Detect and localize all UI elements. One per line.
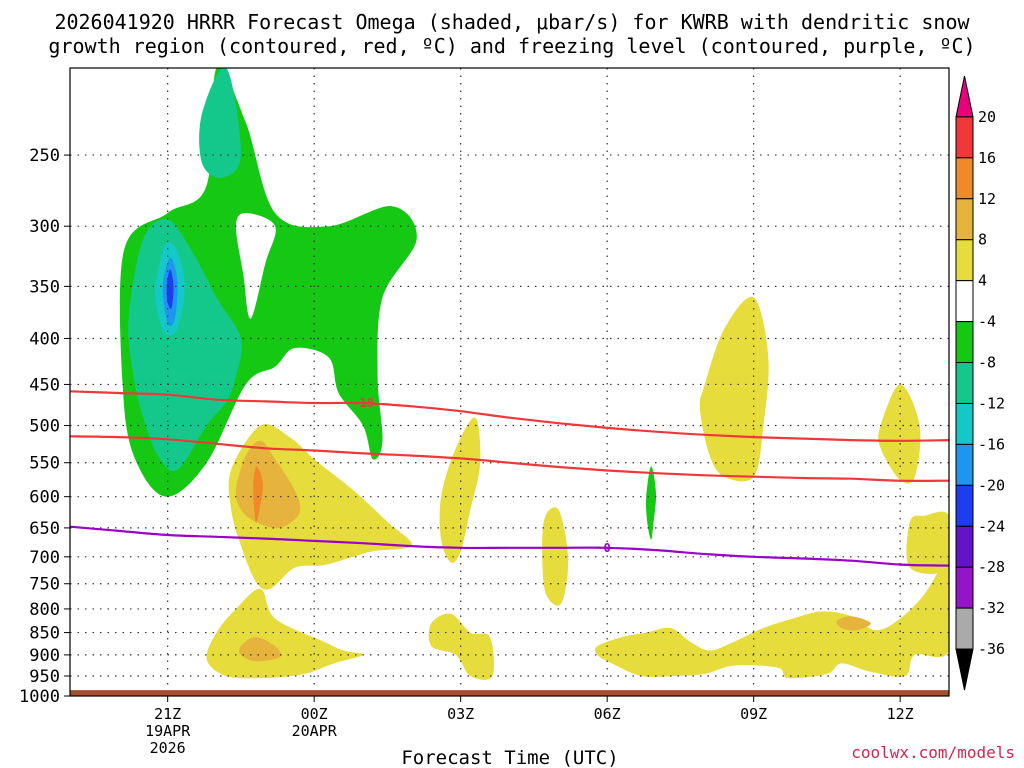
colorbar-swatch-1 [955, 75, 974, 118]
colorbar-label-14: -36 [978, 640, 1005, 658]
omega-region-12 [594, 557, 949, 679]
omega-region-11 [542, 507, 569, 606]
y-tick-label-600: 600 [29, 488, 60, 508]
y-tick-label-950: 950 [29, 667, 60, 687]
x-tick-label-00Z-1: 00Z [301, 705, 328, 723]
omega-region-10 [428, 613, 495, 680]
omega-region-18 [836, 616, 871, 631]
dgz-contour-1-label: -18 [352, 396, 374, 410]
omega-region-14 [878, 384, 921, 484]
colorbar: 20 16 12 8 4 -4 -8 -12 -16 -20 -24 -28 -32 -36 [955, 75, 1005, 691]
y-tick-label-650: 650 [29, 519, 60, 539]
colorbar-swatch-2 [955, 116, 974, 159]
colorbar-swatch-3 [955, 157, 974, 200]
colorbar-swatch-9 [955, 402, 974, 445]
colorbar-swatch-10 [955, 443, 974, 486]
colorbar-label-11: -24 [978, 517, 1005, 535]
colorbar-label-8: -12 [978, 394, 1005, 412]
omega-region-9 [439, 417, 481, 563]
colorbar-swatch-14 [955, 607, 974, 650]
x-axis-title: Forecast Time (UTC) [401, 747, 618, 768]
omega-shading [119, 68, 949, 680]
y-tick-label-550: 550 [29, 454, 60, 474]
credit-text: coolwx.com/models [851, 743, 1015, 762]
colorbar-label-9: -16 [978, 435, 1005, 453]
colorbar-swatch-6 [955, 280, 974, 323]
plot-area: -18 0 [70, 68, 949, 696]
freezing-level-contour-label: 0 [604, 541, 611, 555]
chart-title-line-2: growth region (contoured, red, ºC) and f… [48, 34, 975, 58]
colorbar-label-7: -8 [978, 354, 996, 372]
x-tick-label-09Z-1: 09Z [740, 705, 767, 723]
y-tick-label-700: 700 [29, 548, 60, 568]
omega-region-20 [645, 466, 657, 540]
omega-region-6 [166, 269, 174, 309]
colorbar-swatch-5 [955, 239, 974, 282]
omega-region-16 [235, 440, 301, 529]
dgz-contour-2 [70, 435, 949, 482]
dgz-contour-1 [70, 390, 949, 442]
y-axis: 2503003504004505005506006507007508008509… [19, 146, 70, 707]
omega-region-3 [199, 68, 241, 178]
y-tick-label-350: 350 [29, 277, 60, 297]
y-tick-label-900: 900 [29, 646, 60, 666]
colorbar-swatch-15 [955, 648, 974, 691]
y-tick-label-1000: 1000 [19, 687, 60, 707]
plot-frame [69, 67, 950, 697]
y-tick-label-750: 750 [29, 575, 60, 595]
colorbar-label-10: -20 [978, 476, 1005, 494]
colorbar-swatch-12 [955, 525, 974, 568]
x-tick-label-00Z-2: 20APR [292, 722, 338, 740]
colorbar-swatch-7 [955, 321, 974, 364]
colorbar-swatch-4 [955, 198, 974, 241]
colorbar-label-5: 4 [978, 272, 987, 290]
colorbar-swatch-8 [955, 362, 974, 404]
y-tick-label-450: 450 [29, 375, 60, 395]
x-tick-label-21Z-1: 21Z [154, 705, 181, 723]
omega-region-13 [699, 296, 769, 482]
omega-region-8 [206, 588, 364, 679]
chart-title-line-1: 2026041920 HRRR Forecast Omega (shaded, … [54, 10, 970, 34]
x-tick-label-21Z-3: 2026 [150, 739, 186, 757]
y-tick-label-250: 250 [29, 146, 60, 166]
terrain-ground [70, 690, 949, 696]
colorbar-label-1: 20 [978, 108, 996, 126]
omega-region-17 [239, 637, 282, 662]
omega-region-15 [906, 511, 949, 574]
y-tick-label-400: 400 [29, 329, 60, 349]
colorbar-swatch-11 [955, 484, 974, 527]
colorbar-swatch-13 [955, 566, 974, 609]
colorbar-label-6: -4 [978, 313, 996, 331]
colorbar-label-12: -28 [978, 558, 1005, 576]
x-tick-label-06Z-1: 06Z [594, 705, 621, 723]
x-tick-label-21Z-2: 19APR [145, 722, 191, 740]
freezing-level-contour [70, 525, 949, 567]
y-tick-label-800: 800 [29, 600, 60, 620]
y-tick-label-850: 850 [29, 624, 60, 644]
y-tick-label-500: 500 [29, 417, 60, 437]
colorbar-label-2: 16 [978, 149, 996, 167]
omega-region-19 [253, 466, 263, 523]
y-tick-label-300: 300 [29, 217, 60, 237]
x-tick-label-12Z-1: 12Z [887, 705, 914, 723]
x-tick-label-03Z-1: 03Z [447, 705, 474, 723]
colorbar-label-4: 8 [978, 231, 987, 249]
contours: -18 0 [70, 390, 949, 567]
colorbar-label-13: -32 [978, 599, 1005, 617]
colorbar-label-3: 12 [978, 190, 996, 208]
